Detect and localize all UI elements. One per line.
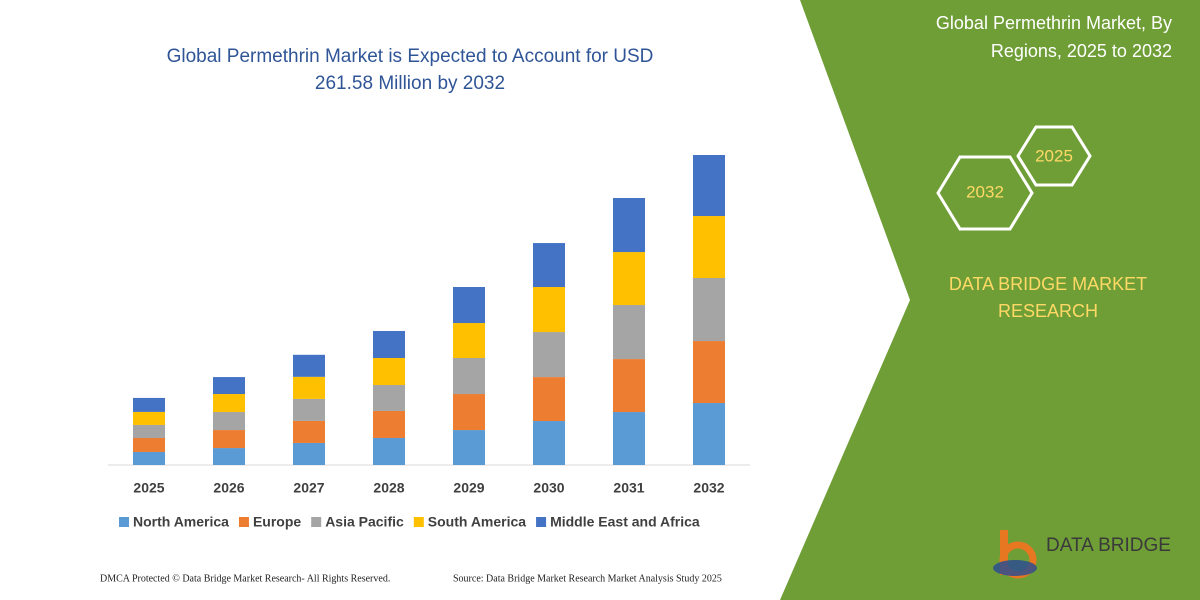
brand-text: DATA BRIDGE MARKET — [949, 274, 1147, 294]
logo-icon — [993, 530, 1037, 579]
bar-segment — [373, 357, 405, 386]
bar-segment — [693, 341, 725, 404]
legend-swatch — [536, 517, 547, 527]
legend-label: Europe — [253, 514, 301, 530]
legend-label: Middle East and Africa — [550, 514, 700, 530]
bar-segment — [213, 412, 245, 431]
legend-label: North America — [133, 514, 229, 530]
hex-label: 2032 — [966, 182, 1004, 201]
bar-segment — [133, 397, 165, 412]
bar-segment — [533, 421, 565, 465]
bar-segment — [533, 332, 565, 378]
footer-text: DMCA Protected © Data Bridge Market Rese… — [100, 573, 390, 584]
footer-text: Source: Data Bridge Market Research Mark… — [453, 573, 722, 584]
bar-segment — [613, 252, 645, 306]
brand-text: RESEARCH — [998, 301, 1098, 321]
bar-segment — [213, 430, 245, 449]
bar-segment — [293, 420, 325, 443]
bar-segment — [533, 287, 565, 333]
bar-segment — [133, 411, 165, 425]
bar-segment — [693, 155, 725, 217]
bar-segment — [533, 243, 565, 288]
logo-text: DATA BRIDGE — [1046, 535, 1171, 556]
x-tick-label: 2030 — [533, 480, 564, 496]
chart-title: Global Permethrin Market is Expected to … — [167, 46, 654, 67]
bar-segment — [453, 323, 485, 358]
hex-label: 2025 — [1035, 146, 1073, 165]
x-tick-label: 2028 — [373, 480, 404, 496]
chart-title: 261.58 Million by 2032 — [315, 73, 505, 94]
legend-swatch — [413, 517, 424, 527]
bar-segment — [613, 198, 645, 253]
hexagon — [1016, 125, 1092, 187]
legend-swatch — [119, 517, 129, 527]
bar-segment — [453, 394, 485, 431]
bar-segment — [453, 430, 485, 465]
bar-segment — [533, 377, 565, 422]
legend-swatch — [311, 517, 322, 527]
bar-segment — [133, 437, 165, 452]
bar-segment — [293, 442, 325, 465]
x-tick-label: 2029 — [453, 480, 484, 496]
bar-segment — [213, 448, 245, 465]
x-tick-label: 2027 — [293, 480, 324, 496]
bar-segment — [613, 305, 645, 360]
bar-segment — [213, 394, 245, 413]
x-tick-label: 2032 — [693, 480, 724, 496]
bar-segment — [293, 398, 325, 421]
bar-segment — [373, 437, 405, 465]
bar-segment — [373, 410, 405, 438]
x-tick-label: 2026 — [213, 480, 244, 496]
bar-segment — [613, 412, 645, 465]
green-panel — [780, 0, 1200, 600]
bar-segment — [293, 376, 325, 399]
bar-segment — [613, 359, 645, 413]
bar-segment — [133, 424, 165, 438]
bar-segment — [133, 451, 165, 465]
bar-segment — [213, 377, 245, 395]
bar-segment — [373, 385, 405, 411]
x-tick-label: 2031 — [613, 480, 644, 496]
bar-segment — [373, 330, 405, 358]
bar-segment — [453, 357, 485, 395]
hexagon — [936, 155, 1034, 231]
bar-segment — [453, 287, 485, 324]
legend-label: South America — [428, 514, 526, 530]
bar-segment — [693, 216, 725, 279]
x-tick-label: 2025 — [133, 480, 164, 496]
legend-swatch — [238, 517, 249, 527]
bar-segment — [293, 354, 325, 377]
legend-label: Asia Pacific — [325, 514, 404, 530]
panel-title: Global Permethrin Market, By — [936, 13, 1172, 33]
bar-segment — [693, 403, 725, 465]
panel-title: Regions, 2025 to 2032 — [991, 41, 1172, 61]
bar-segment — [693, 278, 725, 342]
